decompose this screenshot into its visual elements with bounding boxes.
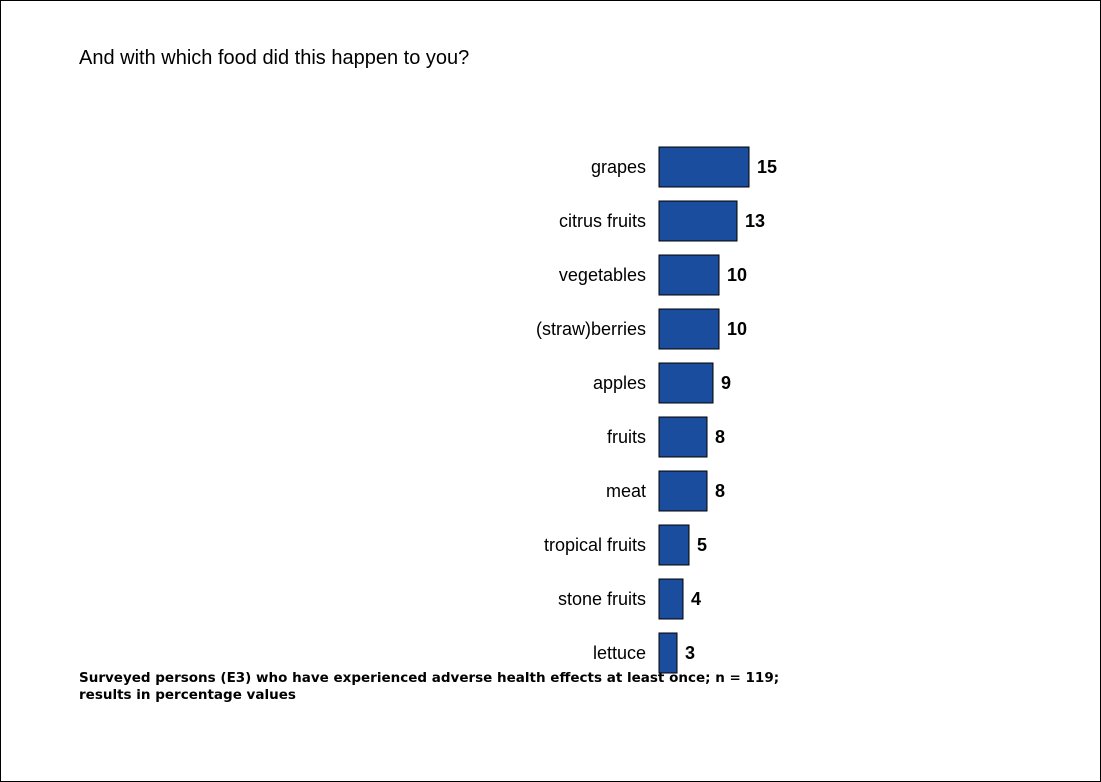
bar: [658, 146, 750, 188]
value-label: 13: [745, 211, 765, 231]
category-label: (straw)berries: [536, 319, 646, 339]
bar: [658, 524, 690, 566]
category-label: apples: [593, 373, 646, 393]
category-label: grapes: [591, 157, 646, 177]
category-label: meat: [606, 481, 646, 501]
category-label: vegetables: [559, 265, 646, 285]
footnote-line-2: results in percentage values: [79, 687, 296, 703]
chart-footnote: Surveyed persons (E3) who have experienc…: [79, 670, 1079, 704]
footnote-line-1: Surveyed persons (E3) who have experienc…: [79, 670, 780, 686]
bar: [658, 632, 678, 674]
value-label: 8: [715, 427, 725, 447]
chart-question: And with which food did this happen to y…: [79, 47, 470, 69]
value-label: 10: [727, 265, 747, 285]
value-label: 15: [757, 157, 777, 177]
bar: [658, 200, 738, 242]
category-label: stone fruits: [558, 589, 646, 609]
value-label: 4: [691, 589, 701, 609]
category-label: lettuce: [593, 643, 646, 663]
value-label: 10: [727, 319, 747, 339]
value-label: 8: [715, 481, 725, 501]
bar: [658, 254, 720, 296]
bar: [658, 416, 708, 458]
value-label: 3: [685, 643, 695, 663]
bar: [658, 308, 720, 350]
category-label: tropical fruits: [544, 535, 646, 555]
value-label: 9: [721, 373, 731, 393]
bar: [658, 470, 708, 512]
bar: [658, 362, 714, 404]
category-label: fruits: [607, 427, 646, 447]
value-label: 5: [697, 535, 707, 555]
bar: [658, 578, 684, 620]
category-label: citrus fruits: [559, 211, 646, 231]
